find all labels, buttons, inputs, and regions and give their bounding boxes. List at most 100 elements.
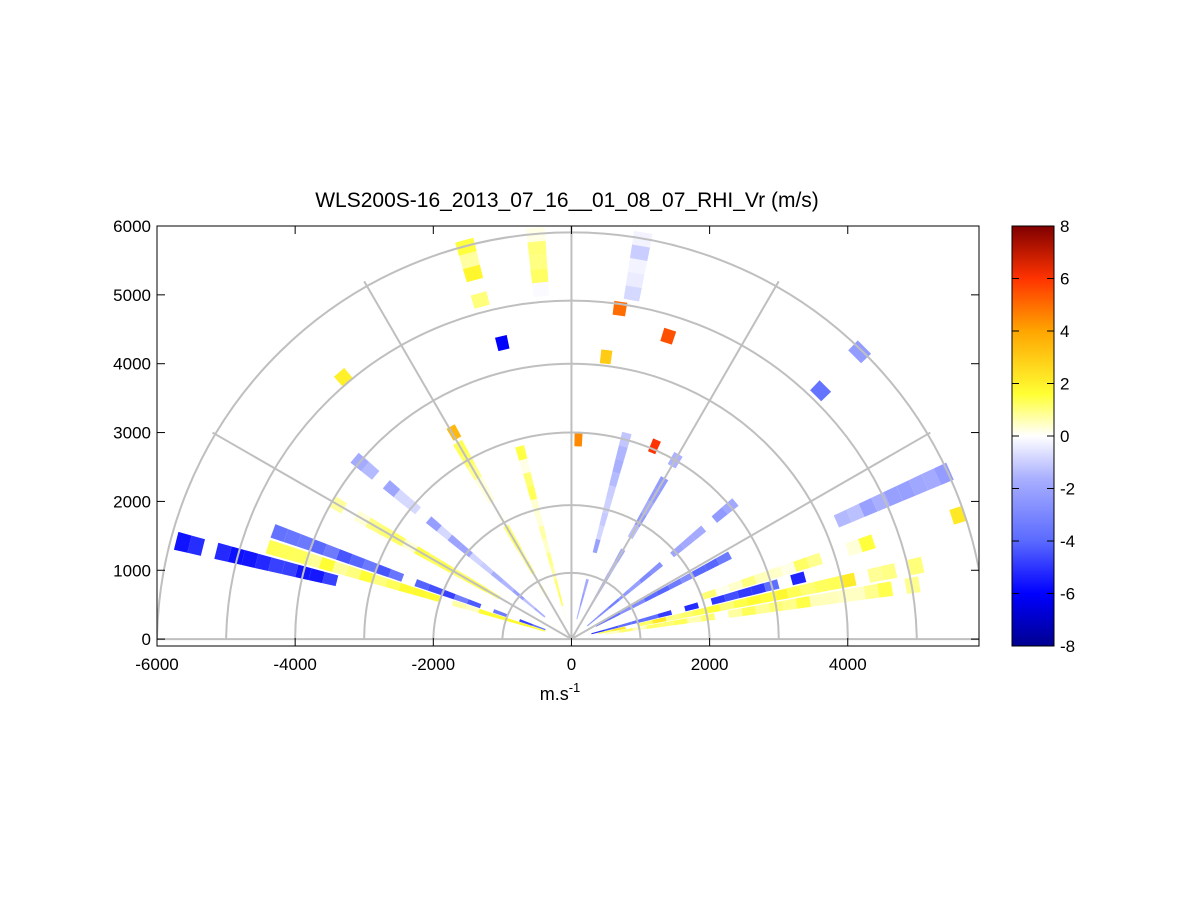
- plot-frame: [156, 225, 980, 647]
- data-cell: [617, 621, 632, 628]
- data-cell: [492, 609, 508, 617]
- data-cell: [554, 578, 560, 593]
- data-cell: [687, 615, 702, 624]
- data-cell: [806, 552, 823, 568]
- y-tick-label: 3000: [113, 424, 151, 443]
- data-cell: [436, 525, 453, 541]
- data-cell: [546, 552, 554, 567]
- data-cell: [605, 485, 616, 501]
- data-cell: [270, 524, 289, 542]
- data-cell: [644, 614, 659, 622]
- data-cell: [623, 285, 642, 302]
- data-cell: [530, 268, 549, 284]
- data-cell: [447, 534, 463, 549]
- data-cell: [254, 553, 272, 571]
- colorbar-tick-label: 8: [1060, 217, 1069, 236]
- data-cell: [800, 582, 816, 596]
- data-cell: [638, 620, 653, 627]
- data-cell: [710, 594, 726, 605]
- data-cell: [673, 618, 688, 626]
- data-cell: [896, 480, 916, 501]
- data-cell: [596, 525, 605, 540]
- data-cell: [858, 497, 878, 517]
- data-cell: [466, 599, 482, 609]
- data-cell: [296, 534, 314, 551]
- azimuth-spoke: [570, 280, 780, 640]
- data-cell: [542, 538, 551, 554]
- data-cell: [523, 471, 534, 488]
- data-cell: [582, 578, 589, 593]
- y-tick-label: 2000: [113, 492, 151, 511]
- data-cell: [532, 281, 550, 297]
- data-cell: [375, 564, 392, 578]
- data-cell: [655, 585, 671, 596]
- y-tick-label: 6000: [113, 217, 151, 236]
- y-tick-label: 5000: [113, 286, 151, 305]
- data-cell: [518, 621, 533, 628]
- data-cell: [241, 550, 259, 568]
- azimuth-spoke: [212, 431, 572, 640]
- data-cell: [701, 589, 717, 600]
- data-cell: [638, 571, 653, 584]
- data-cell: [362, 559, 379, 573]
- data-cell: [605, 630, 620, 635]
- data-cell: [871, 492, 891, 512]
- x-tick-label: -4000: [273, 655, 316, 674]
- data-cell: [427, 584, 443, 595]
- azimuth-spoke: [570, 431, 931, 640]
- data-cell: [690, 525, 707, 541]
- data-cell: [850, 586, 866, 602]
- data-cell: [227, 546, 245, 565]
- data-cell: [846, 503, 865, 523]
- x-tick-label: -2000: [412, 655, 455, 674]
- data-cell: [308, 568, 325, 584]
- data-cell: [522, 598, 536, 609]
- data-cell: [627, 258, 648, 275]
- data-cell: [657, 610, 673, 618]
- data-cell: [877, 581, 894, 598]
- data-cell: [723, 590, 740, 602]
- data-cell: [587, 616, 599, 627]
- data-cell: [592, 538, 601, 554]
- data-cell: [591, 629, 605, 635]
- colorbar-tick-label: 6: [1060, 270, 1069, 289]
- data-cell: [526, 485, 538, 501]
- data-cell: [727, 579, 744, 592]
- data-cell: [628, 580, 642, 592]
- data-cell: [393, 489, 411, 506]
- x-tick-label: 2000: [691, 655, 729, 674]
- data-cell: [737, 586, 753, 599]
- data-cell: [883, 486, 903, 507]
- data-cell: [845, 539, 863, 556]
- colorbar-tick-label: 4: [1060, 322, 1069, 341]
- data-cell: [519, 619, 533, 626]
- colorbar-tick-label: -4: [1060, 532, 1075, 551]
- x-tick-label: 4000: [829, 655, 867, 674]
- data-cell: [684, 602, 699, 612]
- data-cell: [349, 554, 366, 569]
- data-cell: [679, 610, 694, 619]
- data-cell: [692, 607, 708, 617]
- data-cell: [759, 591, 776, 604]
- data-cell: [643, 591, 658, 602]
- data-cell: [278, 544, 296, 561]
- data-cell: [305, 552, 323, 569]
- data-cell: [598, 629, 613, 634]
- data-cell: [767, 566, 784, 580]
- data-cell: [714, 584, 731, 596]
- data-cell: [612, 458, 624, 474]
- data-cell: [361, 461, 380, 480]
- data-cell: [625, 271, 645, 288]
- x-tick-label: -6000: [135, 655, 178, 674]
- colorbar-tick-label: 0: [1060, 427, 1069, 446]
- data-cell: [519, 458, 531, 474]
- data-cell: [318, 557, 336, 572]
- y-axis: 0 1000 2000 3000 4000 5000 6000: [113, 217, 979, 649]
- data-cell: [425, 516, 442, 532]
- colorbar-tick-label: -8: [1060, 637, 1075, 656]
- colorbar-ticks: -8 -6 -4 -2 0 2 4 6 8: [1012, 217, 1075, 656]
- data-cell: [292, 548, 310, 565]
- data-cell: [322, 544, 340, 560]
- data-cell: [848, 340, 872, 364]
- data-cell: [680, 534, 696, 549]
